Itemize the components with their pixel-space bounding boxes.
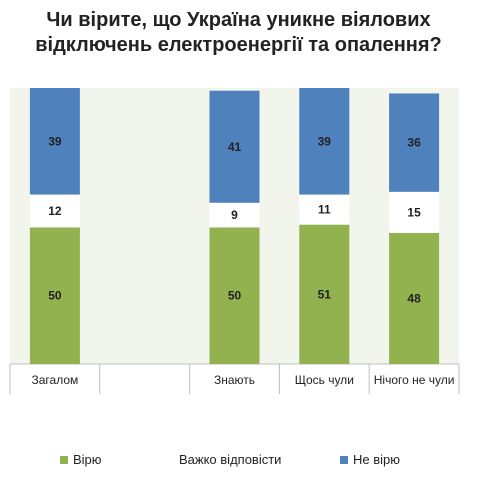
data-label-vazhko: 11 xyxy=(318,203,331,217)
bar-vazhko xyxy=(389,191,440,233)
bar-viriu xyxy=(299,224,350,364)
chart-title: Чи вірите, що Україна уникне віялових ві… xyxy=(0,8,477,58)
legend-item-vazhko: Важко відповісти xyxy=(166,452,281,467)
bar-viriu xyxy=(29,227,80,364)
bar-ne-viriu xyxy=(299,88,350,195)
data-label-vazhko: 12 xyxy=(48,204,62,218)
bar-ne-viriu xyxy=(209,90,260,203)
data-label-viriu: 48 xyxy=(407,291,421,305)
bar-viriu xyxy=(209,227,260,364)
data-label-ne-viriu: 39 xyxy=(48,134,62,148)
legend-item-viriu: Вірю xyxy=(60,452,102,467)
bar-vazhko xyxy=(29,194,80,228)
data-label-ne-viriu: 39 xyxy=(318,134,332,148)
data-label-ne-viriu: 41 xyxy=(228,140,242,154)
category-area xyxy=(10,364,459,394)
category-label: Загалом xyxy=(32,373,79,387)
bar-vazhko xyxy=(299,194,350,225)
data-label-viriu: 50 xyxy=(48,289,62,303)
data-label-vazhko: 15 xyxy=(407,205,421,219)
bar-viriu xyxy=(389,232,440,364)
chart-title-line-1: Чи вірите, що Україна уникне віялових xyxy=(46,9,431,31)
category-label: Знають xyxy=(214,373,255,387)
legend-swatch-ne-viriu xyxy=(340,455,348,464)
data-label-viriu: 51 xyxy=(318,287,332,301)
category-label: Щось чули xyxy=(295,373,354,387)
data-label-vazhko: 9 xyxy=(231,208,238,222)
legend-label-vazhko: Важко відповісти xyxy=(179,452,282,467)
chart-title-line-2: відключень електроенергії та опалення? xyxy=(35,34,442,56)
category-label: Нічого не чули xyxy=(374,373,455,387)
legend-label-ne-viriu: Не вірю xyxy=(353,452,401,467)
data-label-ne-viriu: 36 xyxy=(407,136,421,150)
data-label-viriu: 50 xyxy=(228,289,242,303)
legend-swatch-vazhko xyxy=(166,455,174,464)
bar-vazhko xyxy=(209,202,260,228)
legend-label-viriu: Вірю xyxy=(73,452,102,467)
bar-ne-viriu xyxy=(29,88,80,195)
legend-swatch-viriu xyxy=(60,455,68,464)
bar-ne-viriu xyxy=(389,93,440,192)
legend-item-ne-viriu: Не вірю xyxy=(340,452,400,467)
